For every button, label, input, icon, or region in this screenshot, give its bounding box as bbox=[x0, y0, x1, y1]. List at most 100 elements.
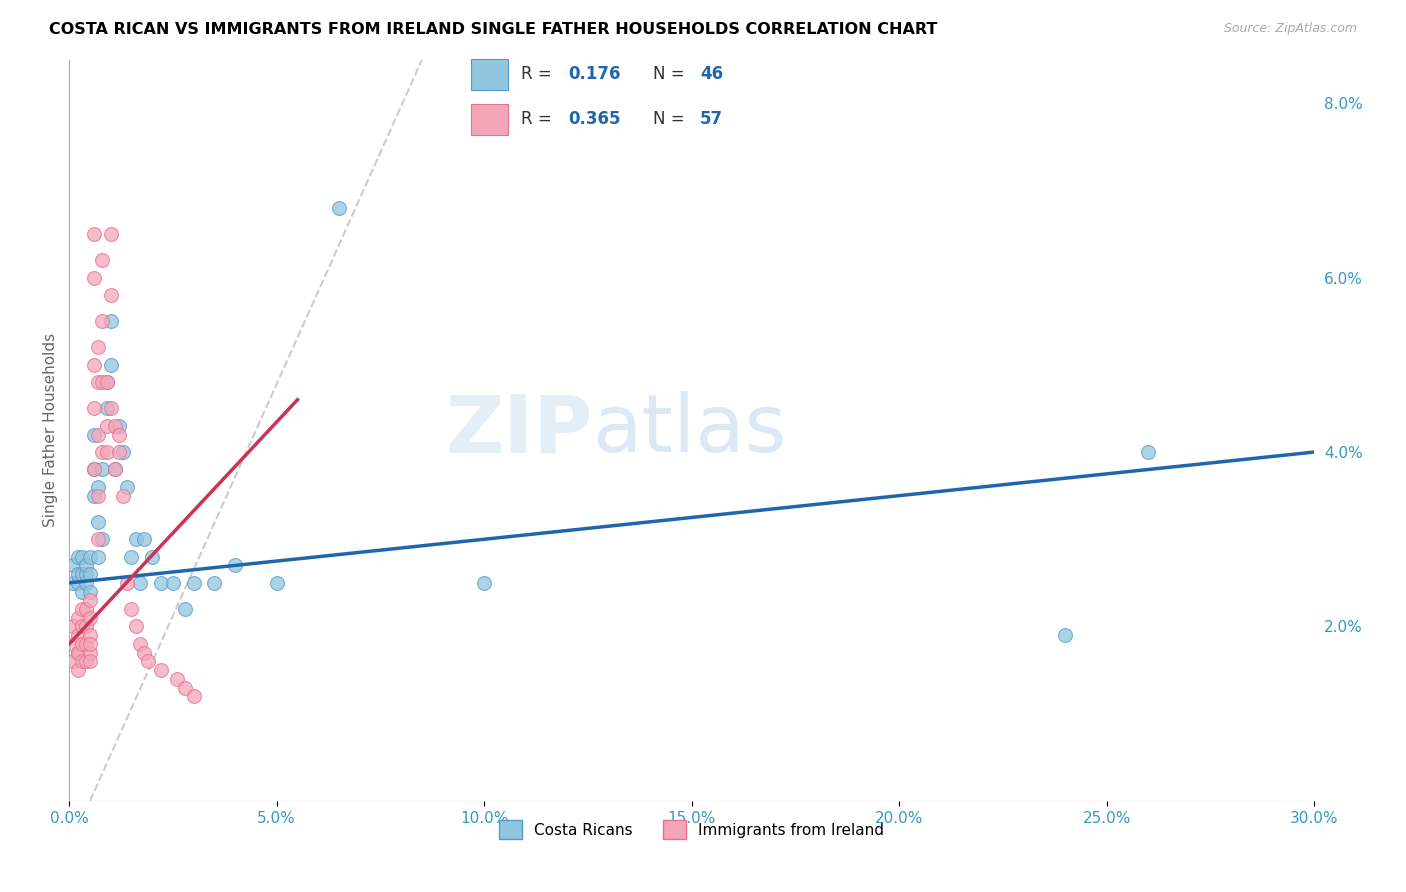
Point bbox=[1137, 445, 1160, 459]
Point bbox=[100, 401, 122, 416]
Legend: Costa Ricans, Immigrants from Ireland: Costa Ricans, Immigrants from Ireland bbox=[494, 814, 890, 845]
Point bbox=[66, 611, 89, 625]
Point bbox=[174, 602, 197, 616]
Point bbox=[128, 575, 150, 590]
Point bbox=[112, 489, 135, 503]
Point bbox=[472, 575, 495, 590]
Point bbox=[83, 427, 105, 442]
Point bbox=[75, 558, 97, 573]
Point bbox=[79, 584, 101, 599]
Point bbox=[70, 549, 93, 564]
Point bbox=[87, 549, 110, 564]
FancyBboxPatch shape bbox=[471, 59, 508, 90]
Point bbox=[87, 340, 110, 354]
Point bbox=[87, 427, 110, 442]
Point bbox=[87, 376, 110, 390]
Point bbox=[83, 227, 105, 241]
Text: 0.365: 0.365 bbox=[568, 111, 621, 128]
Point bbox=[70, 619, 93, 633]
Point bbox=[91, 533, 114, 547]
Point bbox=[204, 575, 226, 590]
Point bbox=[75, 602, 97, 616]
Point bbox=[66, 575, 89, 590]
Point bbox=[66, 549, 89, 564]
Point bbox=[83, 489, 105, 503]
Point bbox=[87, 480, 110, 494]
Point bbox=[79, 611, 101, 625]
Point bbox=[83, 462, 105, 476]
Point bbox=[79, 593, 101, 607]
Point bbox=[174, 681, 197, 695]
Text: ZIP: ZIP bbox=[444, 392, 592, 469]
Point bbox=[136, 654, 159, 668]
Point bbox=[1054, 628, 1077, 642]
Text: 57: 57 bbox=[700, 111, 723, 128]
Text: 0.176: 0.176 bbox=[568, 65, 621, 83]
Point bbox=[224, 558, 246, 573]
Point bbox=[75, 575, 97, 590]
Text: N =: N = bbox=[652, 65, 690, 83]
Point bbox=[117, 575, 139, 590]
Point bbox=[87, 515, 110, 529]
Point bbox=[79, 567, 101, 582]
Point bbox=[121, 602, 143, 616]
Point bbox=[66, 646, 89, 660]
Point bbox=[183, 575, 205, 590]
Point bbox=[79, 549, 101, 564]
Point bbox=[70, 602, 93, 616]
Point bbox=[83, 358, 105, 372]
Point bbox=[66, 646, 89, 660]
Text: R =: R = bbox=[522, 65, 557, 83]
Point bbox=[108, 427, 131, 442]
Point bbox=[96, 376, 118, 390]
Point bbox=[149, 575, 172, 590]
Point bbox=[87, 533, 110, 547]
Point bbox=[79, 628, 101, 642]
Point bbox=[96, 401, 118, 416]
Point bbox=[183, 690, 205, 704]
Point bbox=[91, 376, 114, 390]
Point bbox=[70, 654, 93, 668]
Point bbox=[62, 558, 84, 573]
Point bbox=[91, 314, 114, 328]
Point bbox=[100, 227, 122, 241]
FancyBboxPatch shape bbox=[471, 104, 508, 135]
Point bbox=[108, 418, 131, 433]
Point bbox=[75, 567, 97, 582]
Point bbox=[117, 480, 139, 494]
Point bbox=[79, 637, 101, 651]
Point bbox=[104, 462, 127, 476]
Point bbox=[62, 575, 84, 590]
Point bbox=[266, 575, 288, 590]
Point bbox=[91, 445, 114, 459]
Text: N =: N = bbox=[652, 111, 690, 128]
Point bbox=[70, 567, 93, 582]
Point bbox=[149, 663, 172, 677]
Point bbox=[104, 462, 127, 476]
Point bbox=[75, 619, 97, 633]
Text: Source: ZipAtlas.com: Source: ZipAtlas.com bbox=[1223, 22, 1357, 36]
Point bbox=[100, 358, 122, 372]
Point bbox=[66, 663, 89, 677]
Point bbox=[62, 637, 84, 651]
Point bbox=[141, 549, 163, 564]
Point bbox=[166, 672, 188, 686]
Point bbox=[162, 575, 184, 590]
Y-axis label: Single Father Households: Single Father Households bbox=[44, 334, 58, 527]
Text: R =: R = bbox=[522, 111, 557, 128]
Point bbox=[75, 654, 97, 668]
Point bbox=[79, 646, 101, 660]
Point bbox=[121, 549, 143, 564]
Point bbox=[62, 654, 84, 668]
Point bbox=[83, 401, 105, 416]
Point bbox=[62, 619, 84, 633]
Point bbox=[79, 654, 101, 668]
Point bbox=[100, 288, 122, 302]
Point bbox=[70, 637, 93, 651]
Point bbox=[108, 445, 131, 459]
Point bbox=[124, 619, 146, 633]
Point bbox=[83, 270, 105, 285]
Point bbox=[112, 445, 135, 459]
Point bbox=[83, 462, 105, 476]
Point bbox=[124, 533, 146, 547]
